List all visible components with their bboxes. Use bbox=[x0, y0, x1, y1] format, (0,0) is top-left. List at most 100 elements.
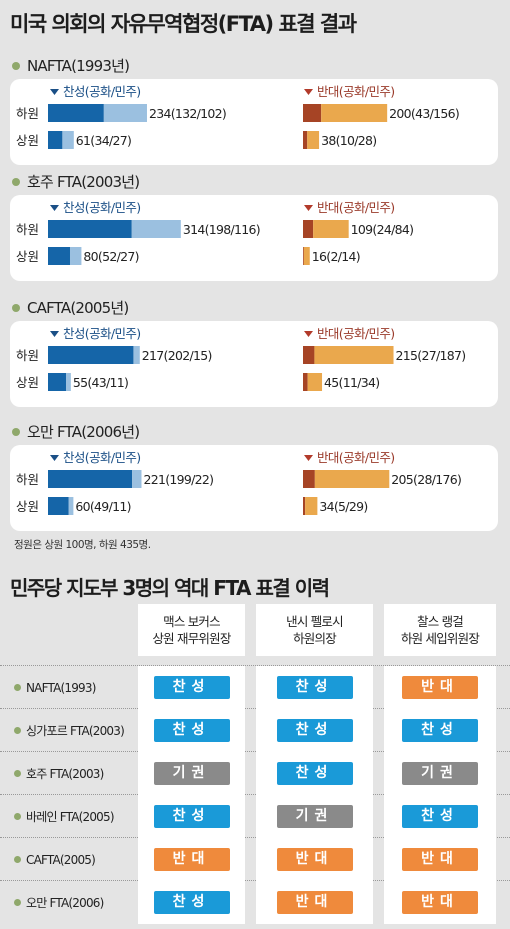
no-republican-bar bbox=[303, 220, 314, 238]
yes-democrat-bar bbox=[132, 470, 142, 488]
vote-badge: 찬성 bbox=[153, 891, 230, 914]
yes-value-label: 234(132/102) bbox=[149, 106, 226, 121]
column-header-baucus: 맥스 보커스 상원 재무위원장 bbox=[138, 604, 245, 656]
column-header-line2: 하원 세입위원장 bbox=[400, 631, 480, 646]
column-header-line2: 상원 재무위원장 bbox=[152, 631, 231, 646]
bullet-icon bbox=[14, 856, 21, 863]
no-republican-bar bbox=[303, 470, 315, 488]
yes-value-label: 55(43/11) bbox=[73, 375, 128, 390]
yes-republican-bar bbox=[48, 131, 63, 149]
no-republican-bar bbox=[303, 104, 322, 122]
section-heading: 호주 FTA(2003년) bbox=[12, 171, 140, 192]
no-democrat-bar bbox=[303, 247, 310, 265]
yes-legend-marker bbox=[50, 455, 59, 461]
no-democrat-bar bbox=[307, 131, 320, 149]
section-heading: CAFTA(2005년) bbox=[12, 297, 129, 318]
chamber-label: 하원 bbox=[16, 106, 39, 121]
vote-badge: 찬성 bbox=[276, 719, 353, 742]
row-divider bbox=[0, 751, 510, 752]
yes-legend-marker bbox=[50, 205, 59, 211]
yes-value-label: 61(34/27) bbox=[76, 133, 131, 148]
column-header-rangel: 찰스 랭걸 하원 세입위원장 bbox=[384, 604, 496, 656]
yes-value-label: 221(199/22) bbox=[143, 472, 213, 487]
no-democrat-bar bbox=[307, 373, 323, 391]
section-title: NAFTA(1993년) bbox=[27, 57, 130, 75]
yes-democrat-bar bbox=[133, 346, 140, 364]
vote-badge: 찬성 bbox=[276, 762, 353, 785]
bullet-icon bbox=[14, 727, 21, 734]
vote-badge: 기권 bbox=[402, 762, 478, 785]
no-legend-label: 반대(공화/민주) bbox=[317, 450, 395, 465]
no-democrat-bar bbox=[313, 220, 349, 238]
table-title: 민주당 지도부 3명의 역대 FTA 표결 이력 bbox=[10, 576, 330, 600]
vote-cell: 찬성 bbox=[256, 752, 373, 795]
agreement-name: 바레인 FTA(2005) bbox=[26, 810, 115, 824]
table-row: 바레인 FTA(2005) 찬성 기권 찬성 bbox=[0, 795, 510, 838]
vote-badge: 반대 bbox=[276, 848, 353, 871]
no-legend-label: 반대(공화/민주) bbox=[317, 200, 395, 215]
bar-chart-card: 찬성(공화/민주) 반대(공화/민주) 하원 314(198/116) 109(24/8… bbox=[10, 195, 498, 281]
vote-cell: 기권 bbox=[384, 752, 496, 795]
agreement-name: CAFTA(2005) bbox=[26, 852, 96, 867]
yes-democrat-bar bbox=[62, 131, 74, 149]
no-democrat-bar bbox=[321, 104, 388, 122]
vote-cell: 반대 bbox=[138, 838, 245, 881]
yes-value-label: 217(202/15) bbox=[142, 348, 212, 363]
vote-badge: 찬성 bbox=[276, 676, 353, 699]
vote-cell: 찬성 bbox=[384, 709, 496, 752]
no-legend-marker bbox=[304, 89, 313, 95]
no-legend-label: 반대(공화/민주) bbox=[317, 326, 395, 341]
vote-cell: 반대 bbox=[384, 666, 496, 709]
section-heading: NAFTA(1993년) bbox=[12, 55, 130, 76]
chamber-label: 하원 bbox=[16, 222, 39, 237]
yes-legend-marker bbox=[50, 89, 59, 95]
chamber-label: 상원 bbox=[16, 499, 39, 514]
chamber-label: 상원 bbox=[16, 249, 39, 264]
table-row: 오만 FTA(2006) 찬성 반대 반대 bbox=[0, 881, 510, 924]
yes-value-label: 314(198/116) bbox=[183, 222, 260, 237]
row-label: CAFTA(2005) bbox=[14, 838, 96, 881]
vote-cell: 찬성 bbox=[256, 709, 373, 752]
table-row: 호주 FTA(2003) 기권 찬성 기권 bbox=[0, 752, 510, 795]
row-divider bbox=[0, 794, 510, 795]
yes-democrat-bar bbox=[66, 373, 71, 391]
bar-chart-svg: 찬성(공화/민주) 반대(공화/민주) 하원 217(202/15) 215(27/18… bbox=[16, 326, 466, 391]
vote-badge: 반대 bbox=[402, 848, 478, 871]
yes-value-label: 60(49/11) bbox=[75, 499, 130, 514]
no-republican-bar bbox=[303, 131, 308, 149]
footnote: 정원은 상원 100명, 하원 435명. bbox=[14, 539, 151, 551]
bar-chart-card: 찬성(공화/민주) 반대(공화/민주) 하원 234(132/102) 200(43/1… bbox=[10, 79, 498, 165]
yes-legend-label: 찬성(공화/민주) bbox=[63, 450, 141, 465]
yes-value-label: 80(52/27) bbox=[83, 249, 138, 264]
row-divider bbox=[0, 665, 510, 666]
yes-republican-bar bbox=[48, 220, 132, 238]
vote-section: CAFTA(2005년) 찬성(공화/민주) 반대(공화/민주) 하원 217(202/… bbox=[0, 294, 510, 414]
vote-badge: 반대 bbox=[402, 891, 478, 914]
row-label: NAFTA(1993) bbox=[14, 666, 96, 709]
vote-badge: 찬성 bbox=[153, 805, 230, 828]
yes-republican-bar bbox=[48, 346, 134, 364]
no-value-label: 34(5/29) bbox=[319, 499, 367, 514]
no-value-label: 38(10/28) bbox=[321, 133, 376, 148]
no-value-label: 200(43/156) bbox=[389, 106, 459, 121]
no-democrat-bar bbox=[314, 346, 394, 364]
no-legend-marker bbox=[304, 205, 313, 211]
bar-chart-svg: 찬성(공화/민주) 반대(공화/민주) 하원 221(199/22) 205(28/17… bbox=[16, 450, 462, 515]
no-value-label: 109(24/84) bbox=[351, 222, 414, 237]
row-divider bbox=[0, 880, 510, 881]
bullet-icon bbox=[14, 770, 21, 777]
yes-republican-bar bbox=[48, 104, 104, 122]
vote-badge: 반대 bbox=[276, 891, 353, 914]
vote-cell: 찬성 bbox=[256, 666, 373, 709]
agreement-name: 오만 FTA(2006) bbox=[26, 896, 104, 910]
column-header-line2: 하원의장 bbox=[293, 631, 337, 646]
row-divider bbox=[0, 708, 510, 709]
vote-cell: 찬성 bbox=[138, 881, 245, 924]
no-value-label: 205(28/176) bbox=[391, 472, 461, 487]
vote-badge: 찬성 bbox=[402, 805, 478, 828]
section-title: CAFTA(2005년) bbox=[27, 299, 129, 317]
yes-legend-marker bbox=[50, 331, 59, 337]
vote-section: NAFTA(1993년) 찬성(공화/민주) 반대(공화/민주) 하원 234(132/… bbox=[0, 52, 510, 172]
no-legend-marker bbox=[304, 455, 313, 461]
agreement-name: 싱가포르 FTA(2003) bbox=[26, 724, 125, 738]
